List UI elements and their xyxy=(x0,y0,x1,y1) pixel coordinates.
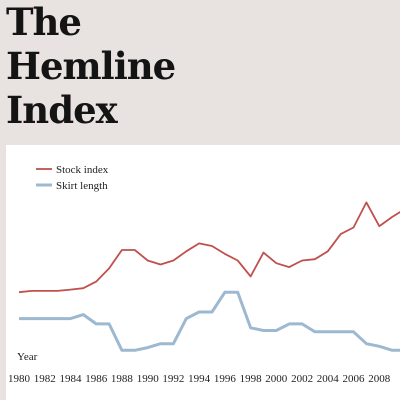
x-tick-label: 1994 xyxy=(188,373,211,385)
x-tick-label: 1990 xyxy=(137,373,160,385)
x-tick-label: 2002 xyxy=(291,373,313,385)
x-tick-label: 2008 xyxy=(368,373,391,385)
x-tick-label: 1986 xyxy=(85,373,108,385)
headline-line-3: Index xyxy=(6,88,118,132)
x-axis-ticks: 1980 1982 1984 1986 1988 1990 1992 1994 1996 1998… xyxy=(8,373,400,385)
chart-panel: Stock index Skirt length Year 1980 1982 198… xyxy=(6,145,400,400)
x-tick-label: 2006 xyxy=(343,373,366,385)
x-tick-label: 2000 xyxy=(265,373,288,385)
headline-line-2: Hemline xyxy=(6,44,176,88)
headline: The Hemline Index xyxy=(6,0,176,132)
x-tick-label: 1992 xyxy=(162,373,184,385)
x-tick-label: 1982 xyxy=(34,373,56,385)
legend-label-skirt-length: Skirt length xyxy=(56,180,108,192)
legend: Stock index Skirt length xyxy=(36,164,109,192)
headline-line-1: The xyxy=(6,0,82,44)
x-tick-label: 1998 xyxy=(240,373,263,385)
x-tick-label: 1988 xyxy=(111,373,134,385)
series-line-stock-index xyxy=(18,201,400,294)
x-tick-label: 1984 xyxy=(60,373,83,385)
x-tick-label: 2004 xyxy=(317,373,340,385)
x-tick-label: 1980 xyxy=(8,373,31,385)
series-line-skirt-length xyxy=(19,290,400,352)
series-lines xyxy=(18,201,400,352)
legend-label-stock-index: Stock index xyxy=(56,164,109,176)
x-tick-label: 1996 xyxy=(214,373,237,385)
x-axis-label: Year xyxy=(17,351,38,363)
